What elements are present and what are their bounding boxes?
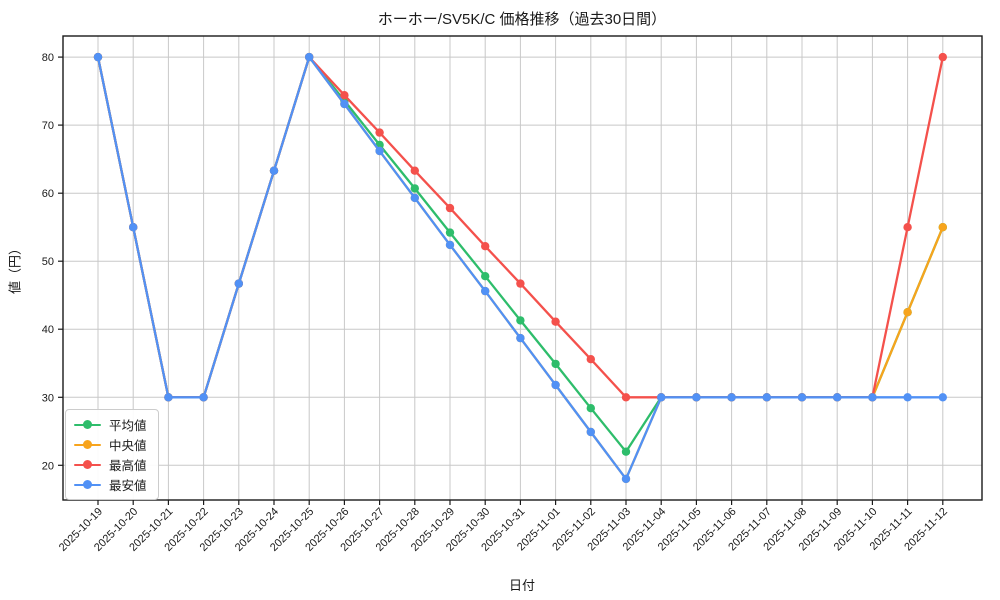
plot-frame [62, 35, 983, 501]
series-point-lowest [833, 393, 842, 402]
series-point-lowest [410, 193, 419, 203]
series-point-lowest [93, 52, 103, 62]
legend-item-average: 平均値 [74, 415, 147, 434]
x-axis-label: 日付 [508, 578, 536, 593]
series-point-median [903, 308, 912, 317]
legend: 平均値 中央値 最高値 最安値 [65, 409, 159, 500]
series-point-lowest [938, 393, 947, 402]
series-point-lowest [445, 240, 455, 250]
series-point-highest [586, 355, 595, 364]
lowest-line-marker-icon [74, 480, 101, 490]
y-tick-label: 30 [42, 392, 54, 404]
series-point-lowest [516, 333, 525, 343]
series-point-lowest [727, 393, 736, 402]
series-point-lowest [164, 393, 173, 402]
y-tick-label: 80 [42, 52, 54, 64]
series-point-lowest [586, 427, 595, 437]
y-tick-label: 70 [42, 120, 54, 132]
series-point-lowest [762, 393, 771, 402]
y-axis-label: 値（円） [7, 241, 23, 295]
y-tick-label: 40 [42, 324, 54, 336]
y-tick-label: 20 [42, 460, 54, 472]
legend-label-highest: 最高値 [109, 459, 147, 473]
series-point-highest [938, 52, 947, 62]
series-point-average [445, 228, 455, 237]
series-point-average [621, 447, 631, 456]
series-point-highest [445, 203, 455, 213]
series-point-lowest [551, 380, 560, 390]
series-point-lowest [903, 393, 912, 402]
series-point-average [516, 316, 525, 325]
series-point-median [938, 223, 947, 232]
series-point-lowest [797, 393, 807, 402]
series-point-highest [903, 223, 912, 232]
legend-label-median: 中央値 [109, 439, 147, 453]
y-tick-label: 60 [42, 188, 54, 200]
y-tick-label: 50 [42, 256, 54, 268]
series-point-lowest [868, 393, 877, 402]
series-point-lowest [375, 146, 384, 156]
median-line-marker-icon [74, 440, 101, 450]
series-point-lowest [269, 166, 279, 175]
series-point-highest [410, 166, 419, 175]
series-point-lowest [481, 286, 490, 296]
series-point-lowest [657, 393, 666, 402]
series-point-highest [340, 91, 349, 100]
legend-item-highest: 最高値 [74, 455, 147, 474]
legend-item-median: 中央値 [74, 435, 147, 454]
chart-title: ホーホー/SV5K/C 価格推移（過去30日間） [377, 11, 667, 28]
series-point-lowest [129, 223, 138, 232]
series-point-lowest [305, 52, 314, 62]
series-point-highest [551, 317, 560, 326]
series-point-lowest [199, 393, 208, 402]
series-point-highest [621, 393, 631, 402]
series-point-highest [481, 242, 490, 251]
series-point-highest [375, 128, 384, 137]
legend-label-lowest: 最安値 [109, 479, 147, 493]
average-line-marker-icon [74, 420, 101, 430]
highest-line-marker-icon [74, 460, 101, 470]
series-point-highest [516, 279, 525, 288]
series-point-lowest [340, 99, 349, 109]
legend-label-average: 平均値 [109, 419, 147, 433]
series-point-lowest [692, 393, 701, 402]
series-point-lowest [621, 474, 631, 484]
series-point-average [410, 184, 419, 193]
series-point-average [586, 404, 595, 413]
series-point-average [551, 359, 560, 369]
legend-item-lowest: 最安値 [74, 475, 147, 494]
series-point-lowest [234, 279, 243, 288]
series-point-average [481, 272, 490, 281]
